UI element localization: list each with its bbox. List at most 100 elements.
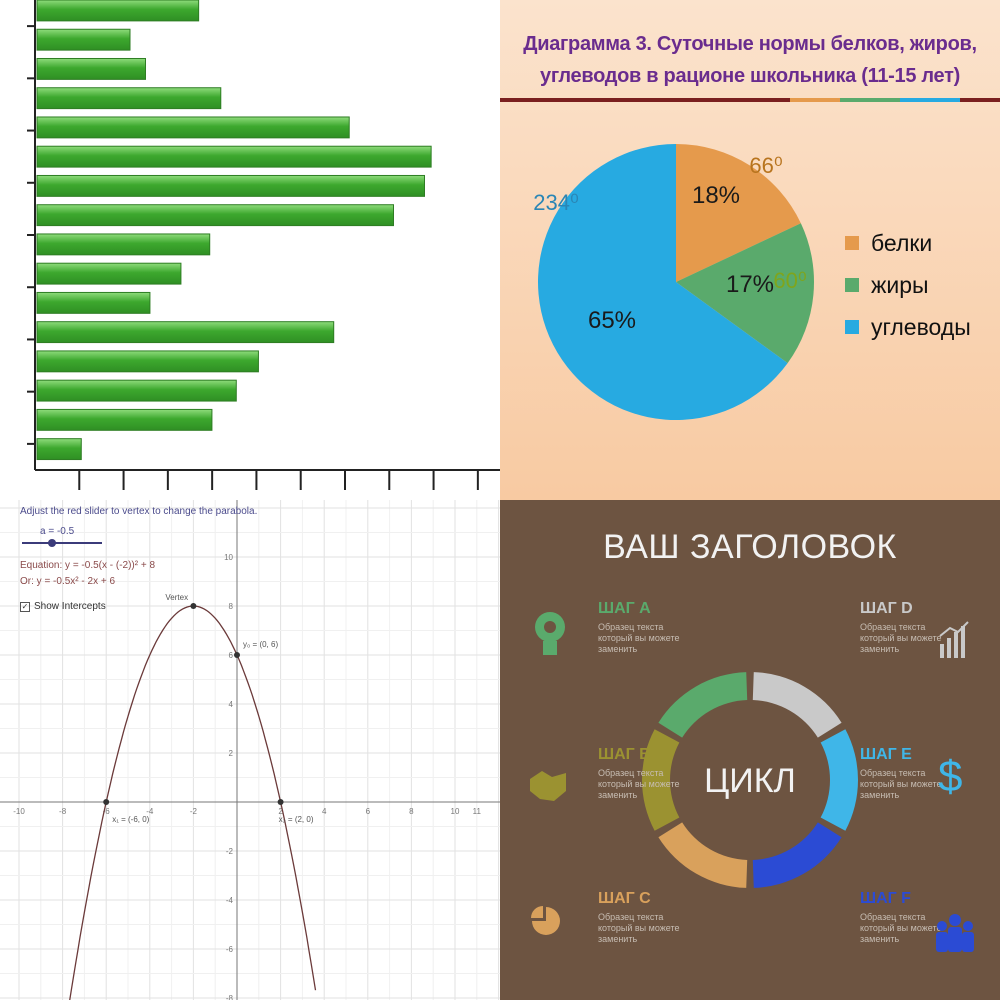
legend-item-zhiry: жиры <box>845 264 971 306</box>
x-tick-label: 4 <box>322 807 327 816</box>
underline-segment <box>900 98 960 102</box>
handshake-icon <box>530 771 566 801</box>
legend-label: жиры <box>871 271 929 298</box>
ring-segment <box>820 729 858 831</box>
y-tick-label: 10 <box>224 553 233 562</box>
graph-point <box>234 652 240 658</box>
ring-segment <box>658 822 748 888</box>
equation-expanded-text: Or: y = -0.5x² - 2x + 6 <box>20 576 116 587</box>
point-label: y₀ = (0, 6) <box>243 640 278 649</box>
point-label: x₁ = (-6, 0) <box>112 815 149 824</box>
step-c-title: ШАГ С <box>598 890 651 907</box>
a-slider-track[interactable] <box>22 539 102 547</box>
y-tick-label: -6 <box>226 945 234 954</box>
step-f-text: Образец текста который вы можете заменит… <box>860 912 942 944</box>
step-d-title: ШАГ D <box>860 600 913 617</box>
step-e-text: Образец текста который вы можете заменит… <box>860 768 942 800</box>
pie-pct-label: 65% <box>588 307 636 334</box>
y-tick-label: 4 <box>229 700 234 709</box>
x-tick-label: -2 <box>190 807 198 816</box>
bar <box>36 438 82 461</box>
underline-segment <box>500 98 790 102</box>
bar <box>36 116 350 139</box>
pie-degree-label: 60⁰ <box>773 268 806 293</box>
y-tick-label: -4 <box>226 896 234 905</box>
pie-pct-label: 18% <box>692 182 740 209</box>
pie-title-line-1: Диаграмма 3. Суточные нормы белков, жиро… <box>523 33 977 55</box>
step-b-text: Образец текста который вы можете заменит… <box>598 768 680 800</box>
ring-segment <box>752 672 842 738</box>
bar <box>36 0 200 22</box>
pie-title-line-2: углеводов в рационе школьника (11-15 лет… <box>540 65 960 87</box>
cycle-center-label: ЦИКЛ <box>704 762 796 800</box>
pie-chart-title: Диаграмма 3. Суточные нормы белков, жиро… <box>500 28 1000 92</box>
dollar-icon: $ <box>938 752 963 801</box>
a-slider-handle[interactable] <box>48 539 56 547</box>
ring-segment <box>642 729 680 831</box>
y-tick-label: 6 <box>229 651 234 660</box>
x-tick-label: 11 <box>473 807 482 816</box>
pie-degree-label: 66⁰ <box>749 153 782 178</box>
x-tick-label: -8 <box>59 807 67 816</box>
show-intercepts-row: ✓ Show Intercepts <box>20 601 106 612</box>
bar-chart <box>27 0 500 490</box>
pie-slice <box>538 144 788 420</box>
step-e: ШАГ E Образец текста который вы можете з… <box>860 746 960 801</box>
legend-item-belki: белки <box>845 222 971 264</box>
x-tick-label: -6 <box>103 807 111 816</box>
step-f: ШАГ F Образец текста который вы можете з… <box>860 890 960 945</box>
legend-label: углеводы <box>871 313 971 340</box>
x-tick-label: 8 <box>409 807 414 816</box>
bar <box>36 87 222 110</box>
graph-point <box>103 799 110 805</box>
y-tick-label: 2 <box>229 749 234 758</box>
step-c: ШАГ С Образец текста который вы можете з… <box>598 890 698 945</box>
cycle-ring: ЦИКЛ <box>642 672 858 888</box>
pie-pct-label: 17% <box>726 271 774 298</box>
pie-slice <box>676 144 801 282</box>
pie-slice <box>676 223 814 364</box>
underline-segment <box>960 98 1000 102</box>
ring-segment <box>658 672 748 738</box>
pie-degree-label: 234⁰ <box>533 190 579 215</box>
title-underline <box>500 98 1000 102</box>
y-tick-label: 8 <box>229 602 234 611</box>
legend-label: белки <box>871 229 933 256</box>
point-label: x₂ = (2, 0) <box>279 815 314 824</box>
bar <box>36 57 146 80</box>
step-b: ШАГ В Образец текста который вы можете з… <box>598 746 698 801</box>
equation-text: Equation: y = -0.5(x - (-2))² + 8 <box>20 560 156 571</box>
bar-chart-panel <box>0 0 500 500</box>
show-intercepts-checkbox[interactable]: ✓ <box>20 601 30 612</box>
show-intercepts-label: Show Intercepts <box>34 601 106 612</box>
ring-segment <box>752 822 842 888</box>
bar <box>36 28 131 51</box>
people-icon <box>936 914 974 952</box>
step-d-text: Образец текста который вы можете заменит… <box>860 622 942 654</box>
step-a-title: ШАГ А <box>598 600 651 617</box>
underline-segment <box>790 98 840 102</box>
bar <box>36 204 394 227</box>
pie-chart: 18% 66⁰ 17% 60⁰ 65% 234⁰ <box>533 144 814 420</box>
bar <box>36 379 237 402</box>
legend-swatch <box>845 278 859 292</box>
x-tick-label: 6 <box>366 807 371 816</box>
x-tick-label: -10 <box>13 807 25 816</box>
slider-label: a = -0.5 <box>40 526 75 537</box>
cycle-infographic-panel: ВАШ ЗАГОЛОВОК ЦИКЛ ШАГ А Образец текста … <box>500 500 1000 1000</box>
y-tick-label: -8 <box>226 994 234 1000</box>
bar <box>36 233 211 256</box>
step-c-text: Образец текста который вы можете заменит… <box>598 912 680 944</box>
parabola-graph: -12-10-8-6-4-224681011-8-6-4-2246810Vert… <box>0 500 500 1000</box>
step-e-title: ШАГ E <box>860 746 912 763</box>
instruction-text: Adjust the red slider to vertex to chang… <box>20 506 258 517</box>
graph-point <box>277 799 284 805</box>
bar <box>36 408 213 431</box>
parabola-graph-panel: -12-10-8-6-4-224681011-8-6-4-2246810Vert… <box>0 500 500 1000</box>
legend-swatch <box>845 320 859 334</box>
bar-chart-icon <box>939 621 969 658</box>
bar <box>36 291 151 314</box>
bar <box>36 321 335 344</box>
infographic-title: ВАШ ЗАГОЛОВОК <box>603 528 897 566</box>
underline-segment <box>840 98 900 102</box>
